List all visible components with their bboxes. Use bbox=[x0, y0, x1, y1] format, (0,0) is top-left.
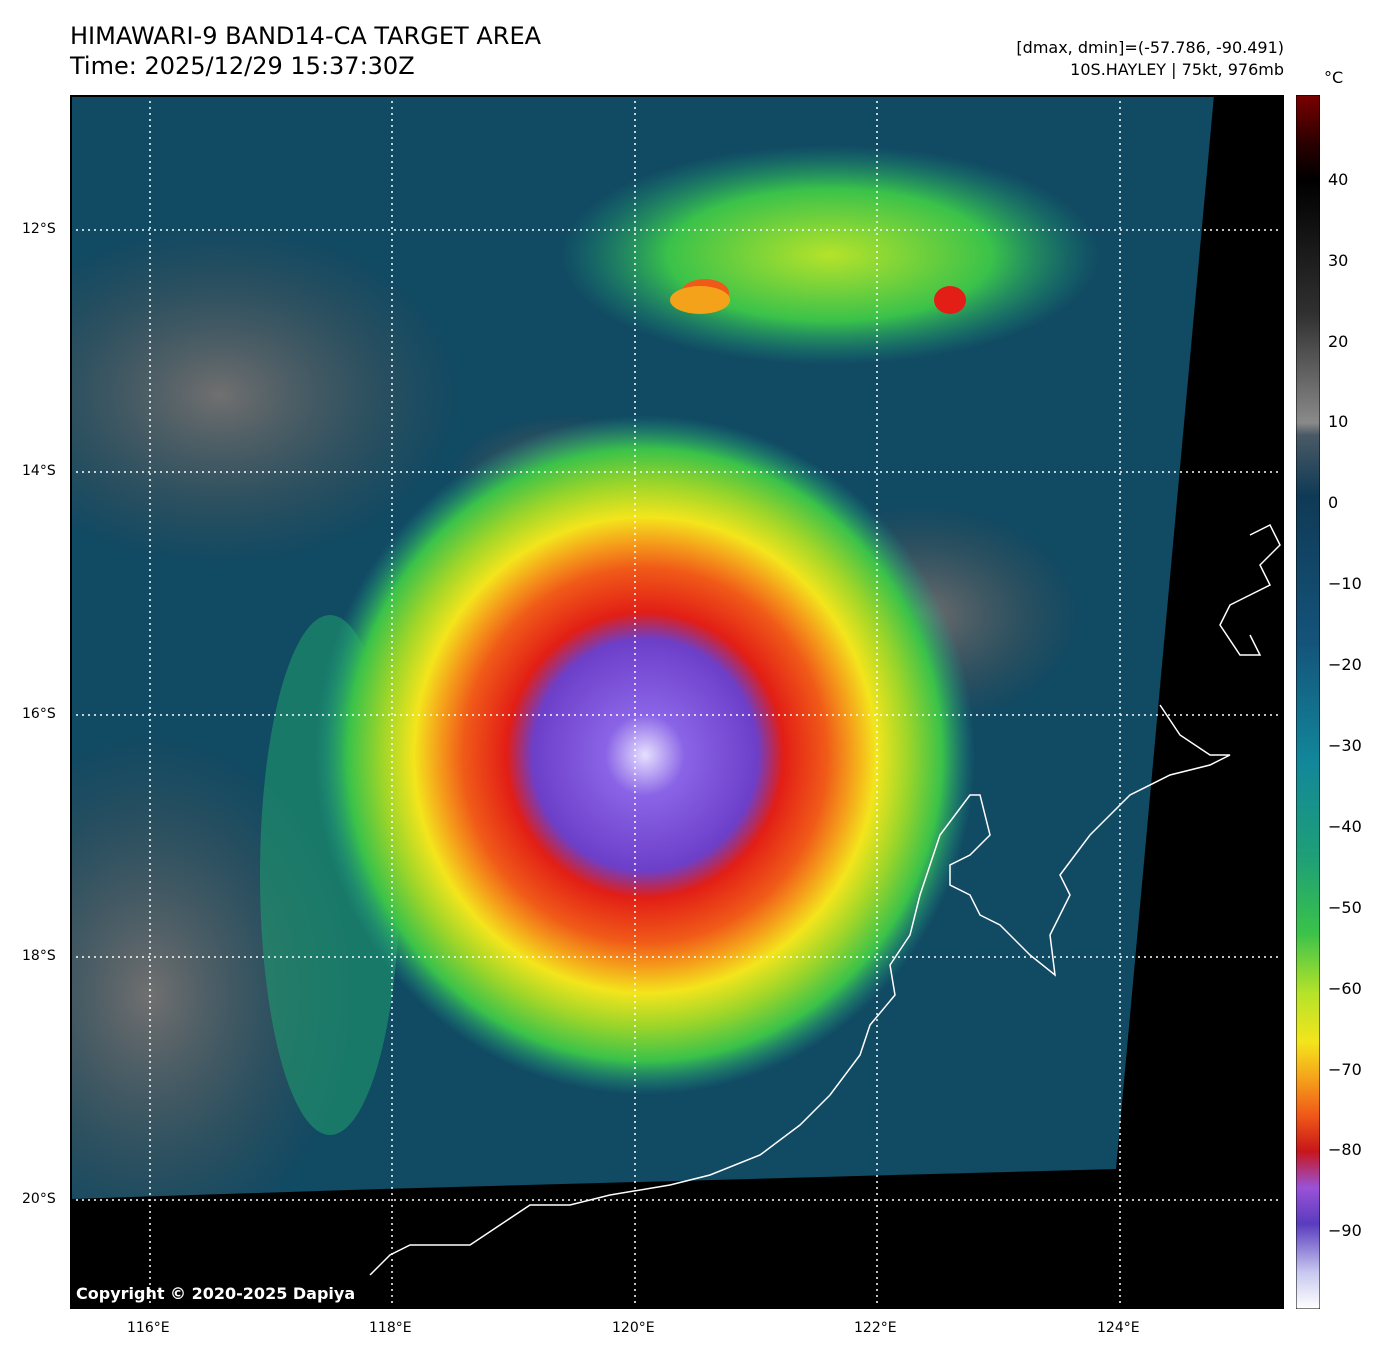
colorbar-gradient bbox=[1295, 94, 1321, 1310]
lon-label-116e: 116°E bbox=[127, 1320, 170, 1336]
convection-band-north bbox=[560, 145, 1100, 365]
lat-label-12s: 12°S bbox=[22, 221, 56, 237]
colorbar-tick: −70 bbox=[1328, 1060, 1362, 1079]
colorbar-tick: 40 bbox=[1328, 170, 1349, 189]
lat-label-18s: 18°S bbox=[22, 948, 56, 964]
tropical-cyclone-core bbox=[315, 415, 975, 1095]
graticule bbox=[70, 95, 1284, 1309]
lon-label-118e: 118°E bbox=[369, 1320, 412, 1336]
copyright-text: Copyright © 2020-2025 Dapiya bbox=[76, 1284, 356, 1303]
colorbar-tick: −60 bbox=[1328, 979, 1362, 998]
convective-cell bbox=[670, 286, 730, 314]
colorbar-tick: −50 bbox=[1328, 898, 1362, 917]
colorbar-tick: 30 bbox=[1328, 251, 1349, 270]
colorbar-tick: 0 bbox=[1328, 493, 1339, 512]
colorbar-tick: 20 bbox=[1328, 332, 1349, 351]
colorbar-tick: −10 bbox=[1328, 574, 1362, 593]
satellite-swath bbox=[70, 95, 1214, 1199]
colorbar-tick: −90 bbox=[1328, 1221, 1362, 1240]
colorbar-tick: −40 bbox=[1328, 817, 1362, 836]
satellite-image-map bbox=[70, 95, 1284, 1309]
lat-label-20s: 20°S bbox=[22, 1191, 56, 1207]
coastline-australia bbox=[369, 704, 1231, 1276]
lat-label-14s: 14°S bbox=[22, 463, 56, 479]
colorbar bbox=[1295, 94, 1321, 1310]
colorbar-tick: −30 bbox=[1328, 736, 1362, 755]
lat-label-16s: 16°S bbox=[22, 706, 56, 722]
coastline-islands bbox=[1219, 523, 1281, 656]
colorbar-tick: −80 bbox=[1328, 1140, 1362, 1159]
gray-cloud-region-west bbox=[70, 225, 460, 565]
colorbar-unit: °C bbox=[1324, 68, 1344, 87]
map-frame bbox=[70, 95, 1284, 1309]
plot-time: Time: 2025/12/29 15:37:30Z bbox=[70, 52, 415, 80]
colorbar-tick: −20 bbox=[1328, 655, 1362, 674]
storm-label: 10S.HAYLEY | 75kt, 976mb bbox=[1070, 60, 1284, 79]
plot-title: HIMAWARI-9 BAND14-CA TARGET AREA bbox=[70, 22, 542, 50]
lon-label-124e: 124°E bbox=[1097, 1320, 1140, 1336]
dminmax-label: [dmax, dmin]=(-57.786, -90.491) bbox=[1016, 38, 1284, 57]
lon-label-122e: 122°E bbox=[854, 1320, 897, 1336]
colorbar-tick: 10 bbox=[1328, 412, 1349, 431]
lon-label-120e: 120°E bbox=[612, 1320, 655, 1336]
hot-tower-cell bbox=[934, 286, 966, 314]
